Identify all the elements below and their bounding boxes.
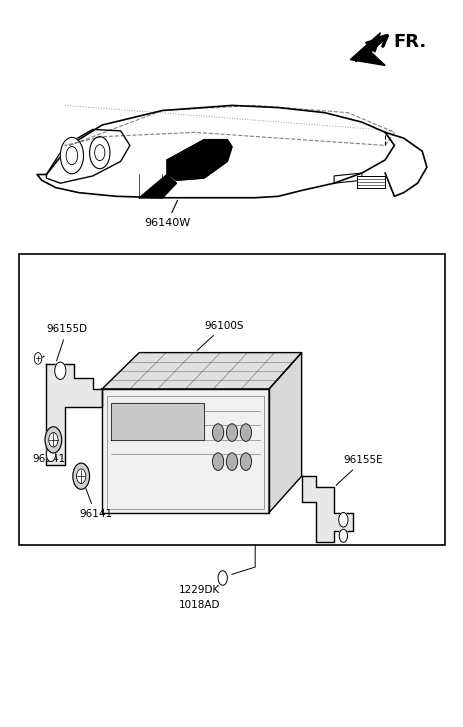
Circle shape bbox=[240, 453, 251, 470]
Polygon shape bbox=[46, 364, 102, 465]
Text: FR.: FR. bbox=[393, 33, 426, 51]
Circle shape bbox=[60, 137, 83, 174]
Text: 1229DK: 1229DK bbox=[179, 585, 219, 595]
Polygon shape bbox=[301, 476, 352, 542]
Polygon shape bbox=[167, 140, 232, 180]
Text: 96155D: 96155D bbox=[46, 324, 88, 361]
Circle shape bbox=[34, 353, 42, 364]
Text: 96140W: 96140W bbox=[144, 200, 190, 228]
Circle shape bbox=[240, 424, 251, 441]
Circle shape bbox=[45, 427, 62, 453]
Text: 96100S: 96100S bbox=[196, 321, 243, 350]
Bar bbox=[357, 176, 384, 188]
Circle shape bbox=[212, 424, 223, 441]
Circle shape bbox=[76, 469, 86, 483]
Polygon shape bbox=[350, 33, 384, 65]
Circle shape bbox=[338, 529, 347, 542]
Circle shape bbox=[46, 447, 56, 462]
Circle shape bbox=[212, 453, 223, 470]
Circle shape bbox=[73, 463, 89, 489]
Circle shape bbox=[89, 137, 110, 169]
Polygon shape bbox=[102, 353, 301, 389]
Bar bbox=[19, 254, 444, 545]
Polygon shape bbox=[269, 353, 301, 513]
Text: 96141: 96141 bbox=[79, 479, 112, 519]
Circle shape bbox=[218, 571, 227, 585]
Circle shape bbox=[49, 433, 58, 447]
Circle shape bbox=[226, 453, 237, 470]
Polygon shape bbox=[102, 389, 269, 513]
Polygon shape bbox=[139, 174, 176, 198]
Text: 96155E: 96155E bbox=[335, 455, 382, 485]
Circle shape bbox=[226, 424, 237, 441]
Circle shape bbox=[55, 362, 66, 379]
Polygon shape bbox=[46, 129, 130, 183]
Bar bbox=[111, 403, 204, 440]
Text: 96141: 96141 bbox=[32, 443, 65, 465]
Text: 1018AD: 1018AD bbox=[178, 600, 220, 610]
Circle shape bbox=[338, 513, 347, 527]
